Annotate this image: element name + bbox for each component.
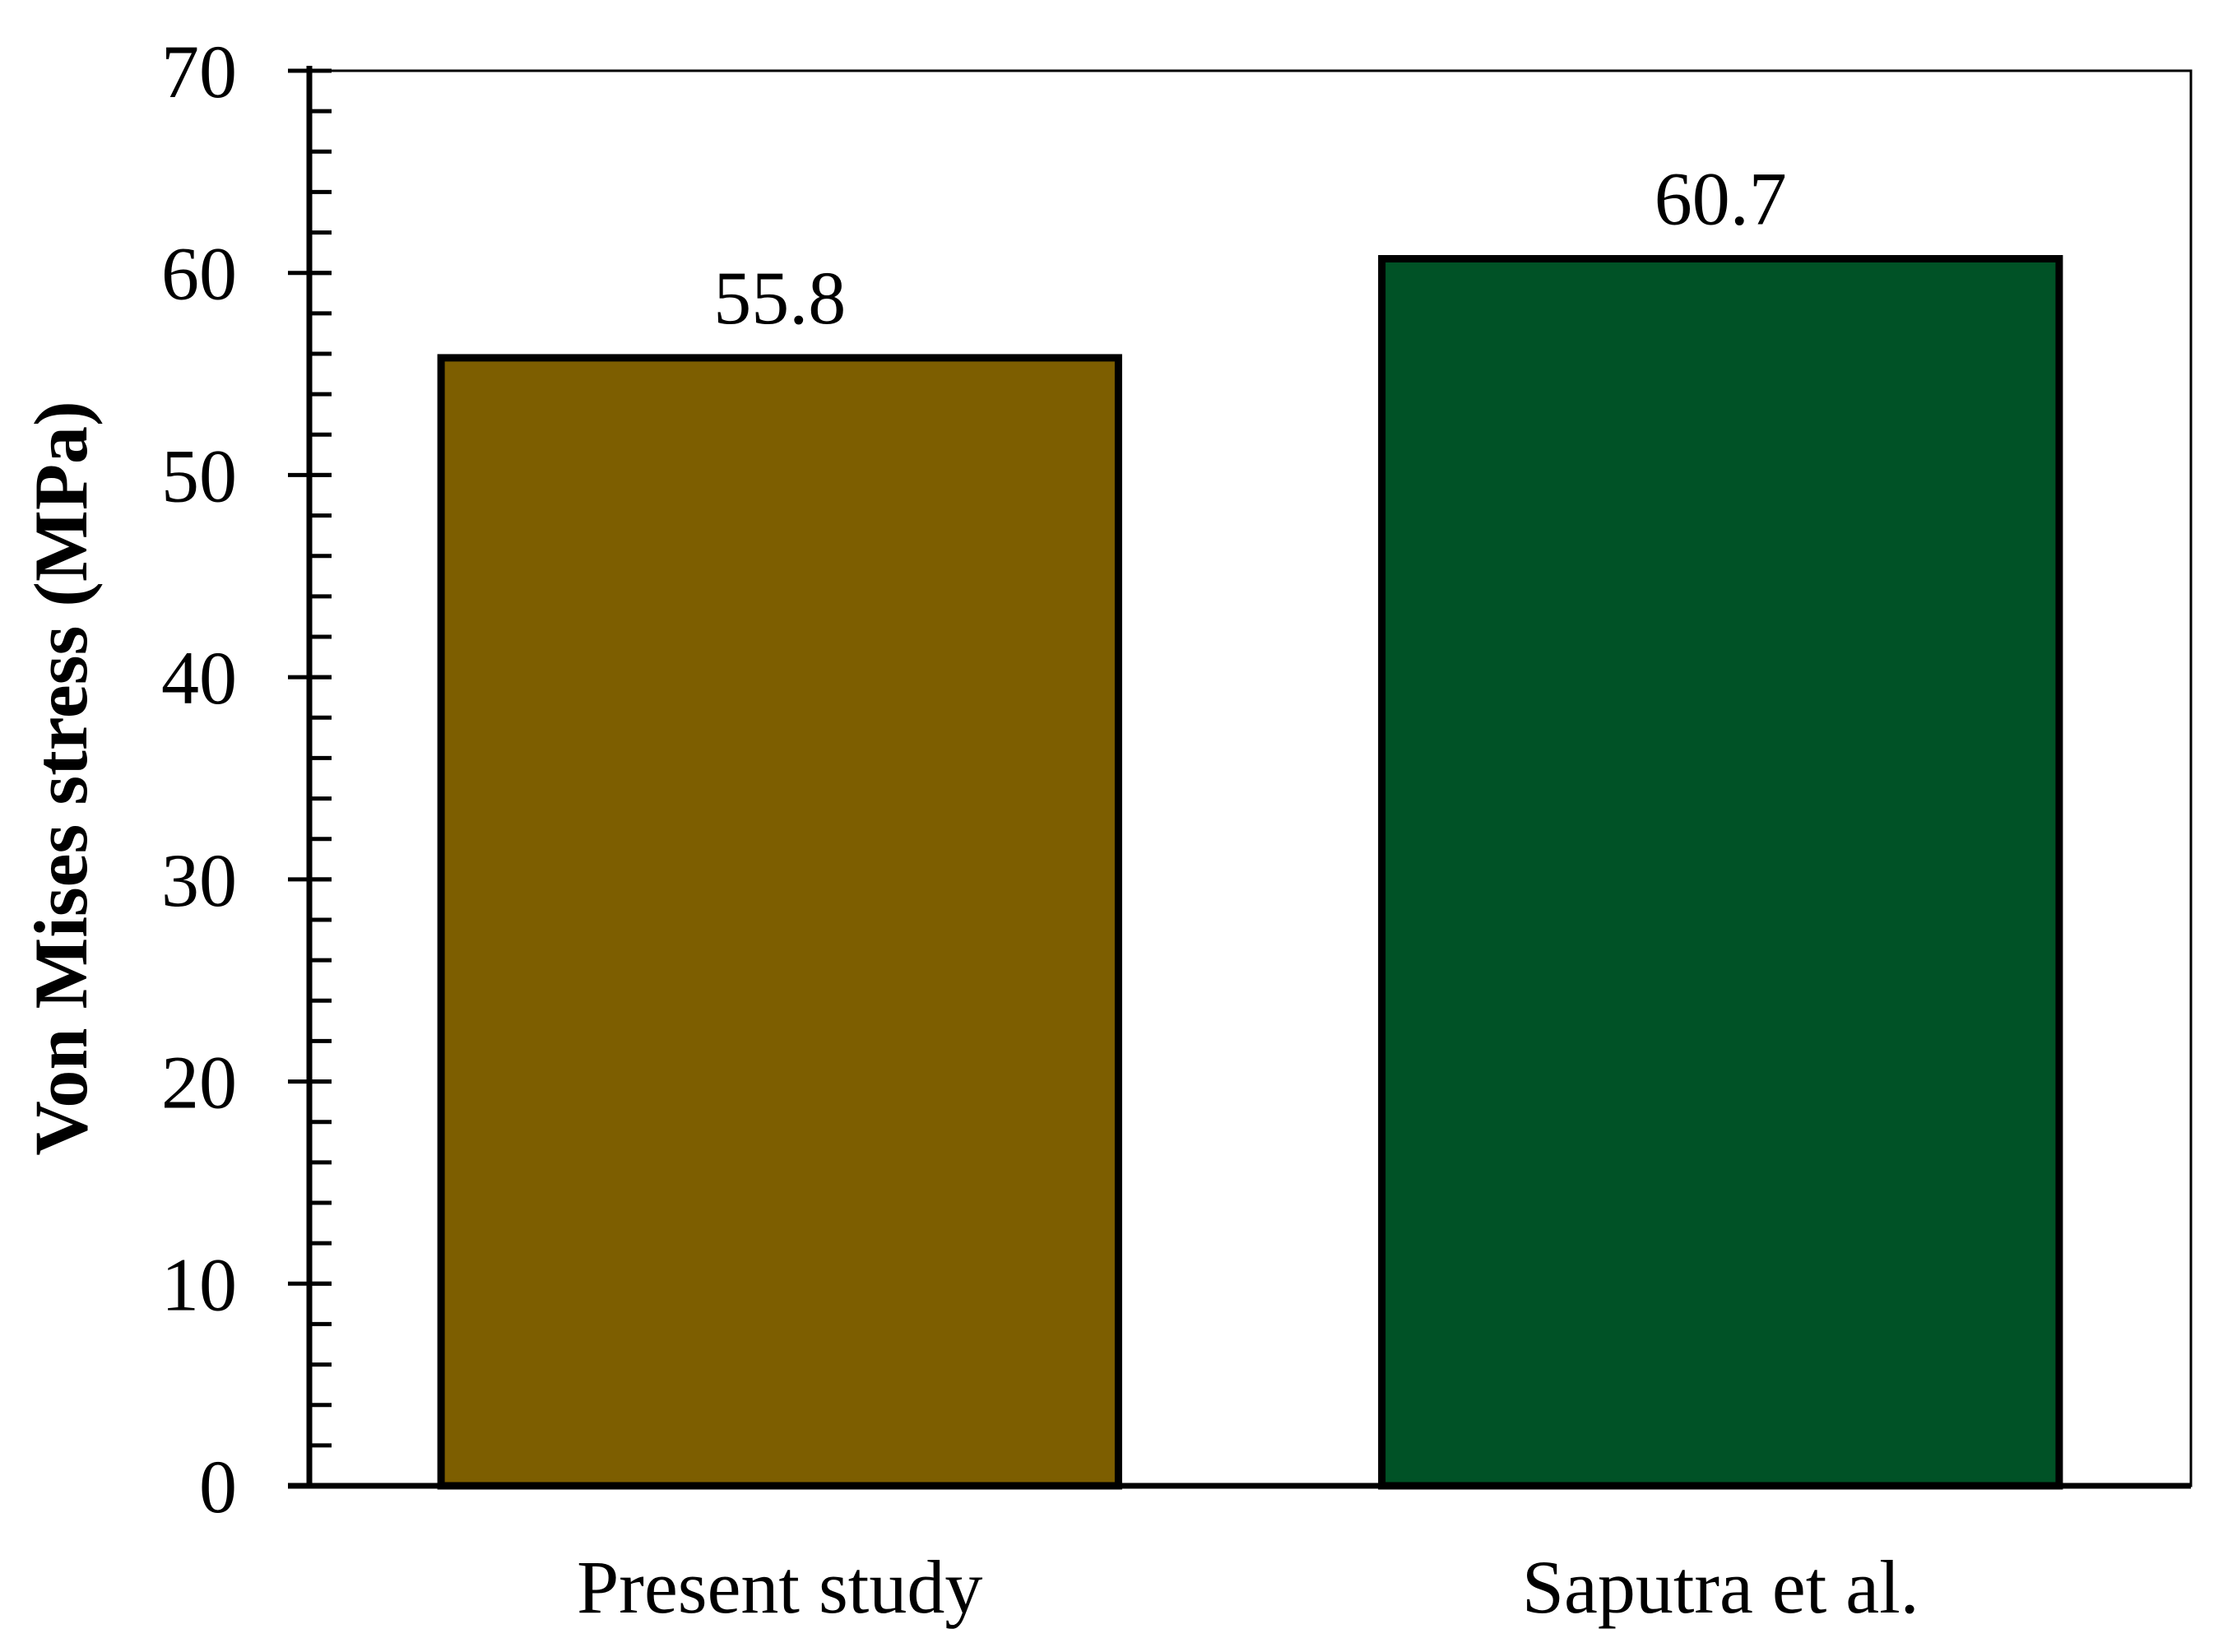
y-tick-label: 20 <box>161 1041 237 1125</box>
value-labels-group: 55.8 60.7 <box>713 157 1787 340</box>
y-tick-label: 70 <box>161 30 237 114</box>
y-tick-label: 10 <box>161 1242 237 1326</box>
y-tick-labels-group: 0 10 20 30 40 50 60 70 <box>161 30 237 1529</box>
value-label: 60.7 <box>1654 157 1787 241</box>
y-axis: 0 10 20 30 40 50 60 70 <box>161 30 332 1529</box>
bar <box>437 354 1122 1490</box>
y-tick-label: 60 <box>161 232 237 316</box>
y-axis-title: Von Mises stress (MPa) <box>19 401 103 1155</box>
y-tick-label: 0 <box>199 1445 237 1529</box>
bar <box>1378 255 2063 1490</box>
category-labels-group: Present study Saputra et al. <box>577 1545 1919 1629</box>
category-label: Saputra et al. <box>1522 1545 1919 1629</box>
y-tick-label: 40 <box>161 636 237 720</box>
category-label: Present study <box>577 1545 982 1629</box>
y-tick-label: 30 <box>161 838 237 922</box>
bars-group <box>437 255 2063 1490</box>
y-tick-label: 50 <box>161 434 237 517</box>
value-label: 55.8 <box>713 256 846 340</box>
